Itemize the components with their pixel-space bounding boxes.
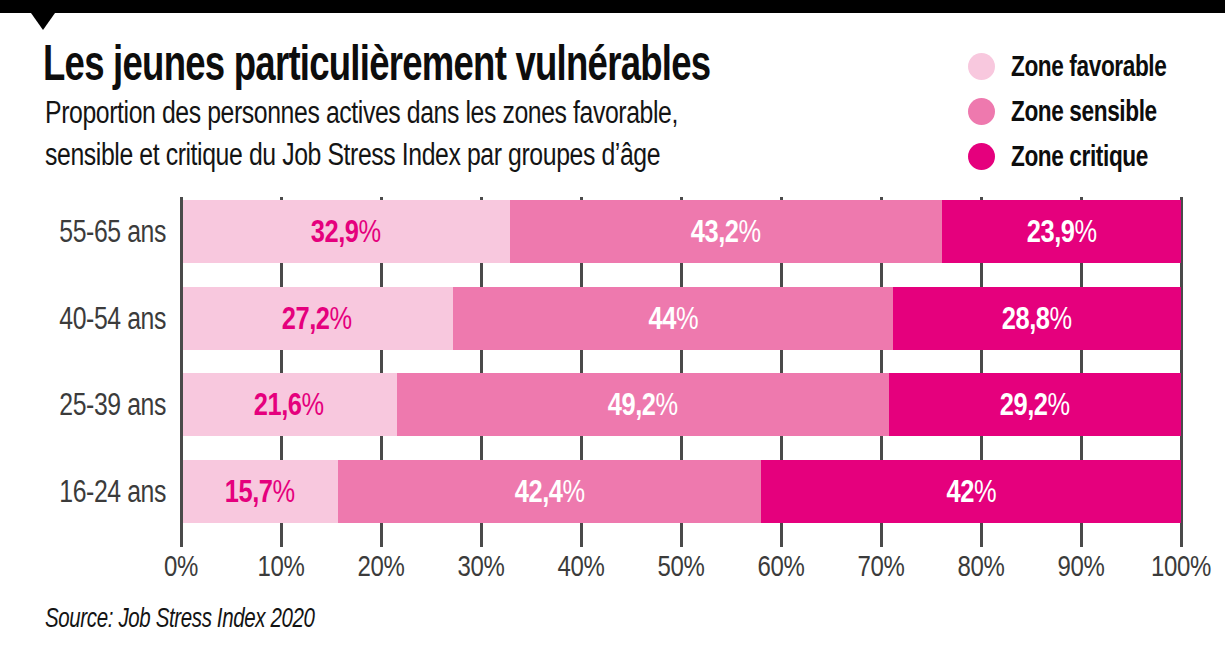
legend-item-favorable: Zone favorable bbox=[968, 44, 1210, 89]
axis-tick-label: 30% bbox=[433, 549, 529, 583]
age-label: 25-39 ans bbox=[33, 373, 166, 436]
y-axis-line bbox=[180, 197, 183, 547]
stacked-bar-chart: 0%10%20%30%40%50%60%70%80%90%100% 55-65 a… bbox=[0, 197, 1225, 597]
segment-value-label: 23,9% bbox=[1026, 214, 1096, 250]
chart-subtitle: Proportion des personnes actives dans le… bbox=[45, 92, 678, 176]
bar-segment: 21,6% bbox=[181, 373, 397, 436]
down-triangle-marker bbox=[31, 13, 55, 30]
segment-value-label: 42,4% bbox=[515, 474, 585, 510]
segment-value-label: 15,7% bbox=[224, 474, 294, 510]
axis-tick-label: 50% bbox=[633, 549, 729, 583]
subtitle-line-1: Proportion des personnes actives dans le… bbox=[45, 92, 678, 134]
bar-segment: 23,9% bbox=[942, 200, 1181, 263]
bar-segment: 32,9% bbox=[181, 200, 510, 263]
bar-segment: 49,2% bbox=[397, 373, 889, 436]
segment-value-label: 49,2% bbox=[608, 387, 678, 423]
legend-label: Zone favorable bbox=[1011, 50, 1166, 83]
bar-row: 32,9% 43,2% 23,9% bbox=[181, 200, 1181, 263]
legend-item-sensible: Zone sensible bbox=[968, 89, 1210, 134]
segment-value-label: 43,2% bbox=[691, 214, 761, 250]
axis-tick-label: 10% bbox=[233, 549, 329, 583]
segment-value-label: 32,9% bbox=[310, 214, 380, 250]
axis-tick-label: 80% bbox=[933, 549, 1029, 583]
bar-segment: 28,8% bbox=[893, 287, 1181, 350]
segment-value-label: 21,6% bbox=[254, 387, 324, 423]
age-label: 16-24 ans bbox=[33, 460, 166, 523]
segment-value-label: 42% bbox=[946, 474, 996, 510]
bar-segment: 43,2% bbox=[510, 200, 942, 263]
segment-value-label: 27,2% bbox=[282, 301, 352, 337]
legend-label: Zone sensible bbox=[1011, 95, 1157, 128]
bar-segment: 44% bbox=[453, 287, 893, 350]
top-accent-bar bbox=[0, 0, 1225, 13]
legend-swatch-favorable-icon bbox=[968, 53, 995, 80]
bar-segment: 15,7% bbox=[181, 460, 338, 523]
axis-tick-label: 100% bbox=[1133, 549, 1225, 583]
axis-tick-label: 40% bbox=[533, 549, 629, 583]
bar-row: 15,7% 42,4% 42% bbox=[181, 460, 1181, 523]
axis-tick-label: 0% bbox=[133, 549, 229, 583]
subtitle-line-2: sensible et critique du Job Stress Index… bbox=[45, 134, 678, 176]
axis-tick-label: 60% bbox=[733, 549, 829, 583]
segment-value-label: 29,2% bbox=[1000, 387, 1070, 423]
legend-swatch-critique-icon bbox=[968, 143, 995, 170]
legend-label: Zone critique bbox=[1011, 140, 1148, 173]
bar-row: 21,6% 49,2% 29,2% bbox=[181, 373, 1181, 436]
axis-tick-label: 90% bbox=[1033, 549, 1129, 583]
legend-swatch-sensible-icon bbox=[968, 98, 995, 125]
age-label: 40-54 ans bbox=[33, 287, 166, 350]
bar-segment: 29,2% bbox=[889, 373, 1181, 436]
bar-segment: 27,2% bbox=[181, 287, 453, 350]
page-title: Les jeunes particulièrement vulnérables bbox=[43, 34, 710, 92]
segment-value-label: 44% bbox=[648, 301, 698, 337]
axis-tick-label: 70% bbox=[833, 549, 929, 583]
bar-segment: 42% bbox=[761, 460, 1181, 523]
bar-row: 27,2% 44% 28,8% bbox=[181, 287, 1181, 350]
bar-segment: 42,4% bbox=[338, 460, 762, 523]
source-note: Source: Job Stress Index 2020 bbox=[45, 603, 315, 634]
segment-value-label: 28,8% bbox=[1002, 301, 1072, 337]
age-label: 55-65 ans bbox=[33, 200, 166, 263]
axis-tick-label: 20% bbox=[333, 549, 429, 583]
legend-item-critique: Zone critique bbox=[968, 134, 1210, 179]
legend: Zone favorable Zone sensible Zone critiq… bbox=[968, 44, 1210, 179]
